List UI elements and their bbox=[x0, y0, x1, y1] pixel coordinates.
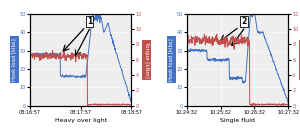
Y-axis label: Torque [kNm]: Torque [kNm] bbox=[144, 42, 149, 78]
Y-axis label: Hook load [klbs]: Hook load [klbs] bbox=[12, 38, 17, 81]
X-axis label: Single fluid: Single fluid bbox=[220, 118, 255, 123]
Text: 1: 1 bbox=[87, 17, 92, 26]
X-axis label: Heavy over light: Heavy over light bbox=[55, 118, 107, 123]
Text: 2: 2 bbox=[242, 17, 247, 26]
Y-axis label: Hook load [klbs]: Hook load [klbs] bbox=[169, 38, 174, 81]
